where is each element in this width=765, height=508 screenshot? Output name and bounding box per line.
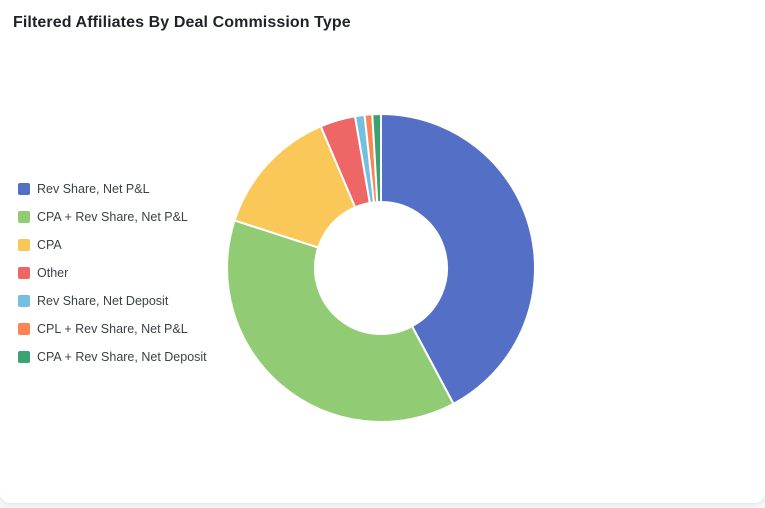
donut-slice-rev-share-net-p-l[interactable] [380, 113, 536, 405]
legend-item-cpl-rev-share-net-pl[interactable]: CPL + Rev Share, Net P&L [18, 315, 207, 343]
donut-slices [226, 113, 536, 423]
donut-slice-cpa-rev-share-net-p-l[interactable] [226, 219, 455, 423]
donut-slice-cpa-rev-share-net-deposit[interactable] [371, 113, 382, 204]
legend-swatch [18, 323, 30, 335]
legend-item-other[interactable]: Other [18, 259, 207, 287]
legend-swatch [18, 211, 30, 223]
legend-swatch [18, 267, 30, 279]
legend-label: Rev Share, Net Deposit [37, 294, 169, 308]
legend-item-rev-share-net-deposit[interactable]: Rev Share, Net Deposit [18, 287, 207, 315]
legend-swatch [18, 295, 30, 307]
legend-label: CPA [37, 238, 62, 252]
legend-swatch [18, 239, 30, 251]
legend-item-cpa[interactable]: CPA [18, 231, 207, 259]
legend-label: CPL + Rev Share, Net P&L [37, 322, 188, 336]
legend-label: Rev Share, Net P&L [37, 182, 150, 196]
legend-item-cpa-rev-share-net-deposit[interactable]: CPA + Rev Share, Net Deposit [18, 343, 207, 371]
chart-legend: Rev Share, Net P&L CPA + Rev Share, Net … [18, 175, 207, 371]
legend-label: CPA + Rev Share, Net Deposit [37, 350, 207, 364]
legend-item-cpa-rev-share-net-pl[interactable]: CPA + Rev Share, Net P&L [18, 203, 207, 231]
legend-label: Other [37, 266, 69, 280]
legend-item-rev-share-net-pl[interactable]: Rev Share, Net P&L [18, 175, 207, 203]
legend-swatch [18, 351, 30, 363]
chart-title: Filtered Affiliates By Deal Commission T… [13, 14, 351, 31]
legend-label: CPA + Rev Share, Net P&L [37, 210, 188, 224]
legend-swatch [18, 183, 30, 195]
